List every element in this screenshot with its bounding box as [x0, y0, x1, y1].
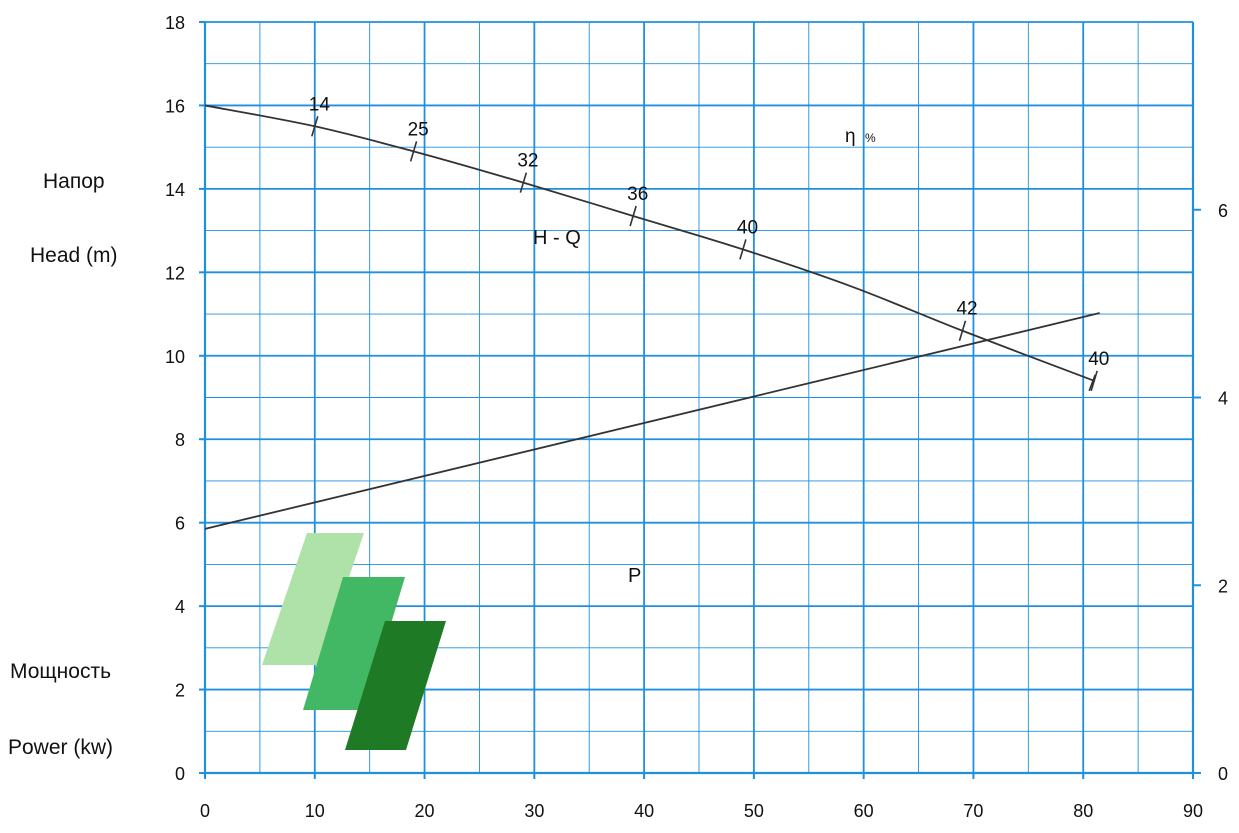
y-left-tick-label: 18 — [165, 13, 185, 33]
y-right-tick-label: 2 — [1218, 576, 1228, 596]
x-tick-label: 80 — [1073, 801, 1093, 821]
x-tick-label: 0 — [200, 801, 210, 821]
power-label-ru: Мощность — [10, 660, 111, 683]
y-left-tick-label: 2 — [175, 681, 185, 701]
y-left-tick-label: 14 — [165, 180, 185, 200]
efficiency-symbol: η — [845, 126, 856, 147]
brand-logo — [262, 533, 446, 750]
y-left-tick-label: 4 — [175, 597, 185, 617]
head-curve-label: H - Q — [533, 227, 581, 249]
y-left-tick-label: 8 — [175, 430, 185, 450]
y-right-tick-label: 4 — [1218, 389, 1228, 409]
x-tick-label: 30 — [524, 801, 544, 821]
labels: Напор Head (m) Мощность Power (kw) H - Q… — [8, 126, 876, 759]
efficiency-tick — [1090, 370, 1098, 392]
power-curve-label: P — [628, 565, 641, 587]
x-tick-label: 60 — [854, 801, 874, 821]
head-label-en: Head (m) — [30, 244, 118, 267]
efficiency-tick — [629, 205, 637, 227]
x-tick-label: 20 — [415, 801, 435, 821]
y-left-tick-label: 10 — [165, 347, 185, 367]
x-tick-label: 10 — [305, 801, 325, 821]
axes: 0 10 20 30 40 50 60 70 80 90 0 2 4 6 8 10 12 14 16 18 0 2 4 6 — [165, 13, 1228, 821]
x-tick-label: 90 — [1183, 801, 1203, 821]
head-curve-end-mark — [1088, 374, 1096, 392]
y-right-tick-label: 6 — [1218, 201, 1228, 221]
efficiency-value-label: 32 — [517, 151, 538, 172]
logo-bar-mid — [303, 577, 405, 710]
efficiency-value-label: 25 — [408, 119, 429, 140]
curves: 14 25 32 36 40 42 40 — [204, 94, 1109, 530]
efficiency-value-label: 42 — [956, 299, 977, 320]
logo-bar-light — [262, 533, 364, 665]
power-curve — [204, 312, 1100, 530]
efficiency-unit: % — [865, 131, 876, 145]
power-label-en: Power (kw) — [8, 736, 113, 759]
y-left-tick-label: 0 — [175, 764, 185, 784]
x-tick-label: 40 — [634, 801, 654, 821]
efficiency-value-label: 40 — [1088, 349, 1109, 370]
y-right-tick-label: 0 — [1218, 764, 1228, 784]
x-tick-label: 50 — [744, 801, 764, 821]
efficiency-tick — [519, 172, 528, 193]
efficiency-tick — [311, 116, 319, 137]
grid-lines — [204, 21, 1194, 774]
efficiency-tick — [409, 141, 418, 162]
efficiency-tick — [958, 320, 967, 341]
x-tick-label: 70 — [963, 801, 983, 821]
logo-bar-dark — [345, 621, 446, 750]
y-left-tick-label: 16 — [165, 96, 185, 116]
efficiency-value-label: 14 — [309, 94, 331, 115]
y-left-tick-label: 6 — [175, 514, 185, 534]
y-left-tick-label: 12 — [165, 263, 185, 283]
efficiency-value-label: 36 — [627, 184, 648, 205]
efficiency-value-label: 40 — [737, 217, 758, 238]
head-label-ru: Напор — [43, 170, 105, 193]
efficiency-tick — [739, 239, 747, 260]
